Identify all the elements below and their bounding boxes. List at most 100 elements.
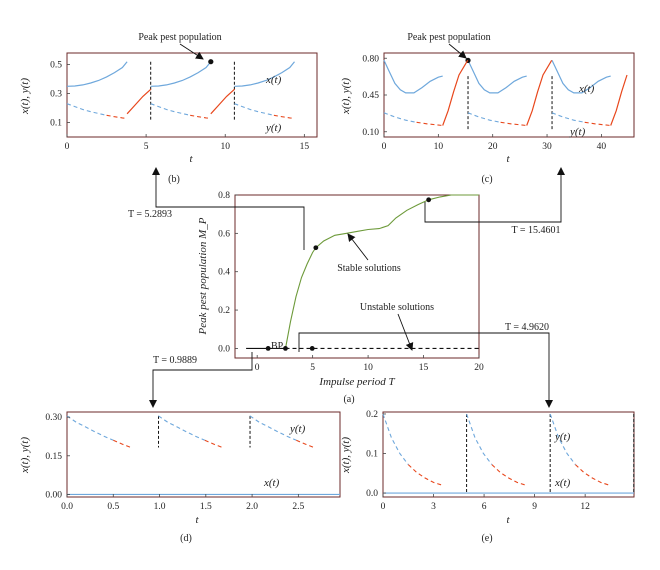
connector-to-c: T = 15.4601 (424, 167, 565, 236)
xtick-label: 9 (532, 502, 537, 512)
series-label-y-d: y(t) (289, 423, 306, 435)
ytick-label: 0.30 (45, 413, 62, 423)
plot-frame-d (66, 411, 341, 498)
label-t-5.2893: T = 5.2893 (128, 209, 172, 220)
xtick-label: 0 (65, 142, 70, 152)
ytick-label: 0.6 (218, 229, 230, 239)
xticks-b: 0 5 10 15 (65, 134, 310, 152)
y-series-red (113, 439, 132, 449)
data-point (426, 197, 432, 203)
ylabel-b: x(t), y(t) (19, 78, 31, 115)
annotation-bp: BP (271, 341, 284, 352)
caption-e: (e) (481, 533, 492, 544)
xtick-label: 1.0 (154, 502, 166, 512)
data-point (283, 346, 288, 351)
yticks-c: 0.10 0.45 0.80 (362, 54, 387, 138)
ytick-label: 0.0 (366, 489, 378, 499)
xtick-label: 10 (363, 363, 373, 373)
x-series-blue (467, 60, 527, 94)
xtick-label: 0 (382, 142, 387, 152)
xtick-label: 0.0 (61, 502, 73, 512)
panel-d: 0.00 0.15 0.30 0.0 0.5 1.0 1.5 2.0 2.5 x(t), y(… (19, 411, 341, 544)
xticks-d: 0.0 0.5 1.0 1.5 2.0 2.5 (61, 494, 305, 512)
xtick-label: 20 (488, 142, 498, 152)
connector-to-e: T = 4.9620 (298, 322, 553, 408)
xtick-label: 0 (255, 363, 260, 373)
y-series-red (407, 464, 443, 486)
plot-frame-e (382, 411, 635, 498)
xtick-label: 10 (434, 142, 444, 152)
xtick-label: 10 (220, 142, 230, 152)
yticks-e: 0.0 0.1 0.2 (366, 410, 386, 499)
series-label-x-e: x(t) (554, 477, 571, 489)
xtick-label: 12 (580, 502, 590, 512)
ytick-label: 0.15 (45, 452, 62, 462)
x-series-red-recovery (610, 74, 628, 126)
ytick-label: 0.0 (218, 344, 230, 354)
xlabel-b: t (189, 153, 193, 165)
ylabel-e: x(t), y(t) (340, 437, 352, 474)
series-label-y-b: y(t) (265, 122, 282, 134)
y-series-blue (249, 415, 297, 441)
y-series-blue (383, 112, 417, 123)
yticks-a: 0.0 0.2 0.4 0.6 0.8 (218, 191, 238, 354)
annotation-unstable: Unstable solutions (360, 302, 434, 313)
panel-e: 0.0 0.1 0.2 0 3 6 9 12 x(t), y(t) t (e) y(t) x… (340, 410, 635, 544)
data-point (309, 346, 315, 351)
y-series-blue (234, 103, 275, 116)
xtick-label: 40 (597, 142, 607, 152)
peak-arrow-c (448, 43, 467, 59)
x-series-blue (66, 61, 128, 87)
series-label-x-c: x(t) (578, 83, 595, 95)
ytick-label: 0.2 (218, 306, 230, 316)
plot-frame-b (66, 52, 318, 138)
series-label-x-d: x(t) (263, 477, 280, 489)
xtick-label: 5 (144, 142, 149, 152)
y-series-red (500, 121, 527, 127)
yticks-d: 0.00 0.15 0.30 (45, 413, 70, 500)
ytick-label: 0.4 (218, 268, 230, 278)
xlabel-a: Impulse period T (318, 376, 395, 388)
ylabel-c: x(t), y(t) (340, 78, 352, 115)
y-series-blue (150, 103, 191, 116)
plot-area-e (382, 413, 635, 494)
peak-point (208, 59, 214, 65)
ylabel-d: x(t), y(t) (19, 437, 31, 474)
panel-b: 0.1 0.3 0.5 0 5 10 15 x(t), y(t) t (b) x(t) y… (19, 32, 318, 185)
ytick-label: 0.1 (366, 450, 378, 460)
xtick-label: 20 (474, 363, 484, 373)
caption-a: (a) (343, 394, 354, 405)
connector-to-d: T = 0.9889 (149, 352, 253, 408)
ytick-label: 0.8 (218, 191, 230, 201)
data-point (313, 245, 319, 251)
xticks-a: 0 5 10 15 20 (255, 355, 484, 373)
x-series-blue (551, 60, 611, 94)
xticks-e: 0 3 6 9 12 (381, 494, 590, 512)
caption-c: (c) (481, 174, 492, 185)
ytick-label: 0.2 (366, 410, 378, 420)
plot-area-b (66, 59, 295, 120)
xtick-label: 2.5 (292, 502, 304, 512)
xtick-label: 2.0 (246, 502, 258, 512)
x-series-red-recovery (526, 59, 553, 126)
yticks-b: 0.1 0.3 0.5 (50, 61, 70, 129)
xtick-label: 5 (310, 363, 315, 373)
y-series-red (106, 114, 128, 120)
peak-label-b: Peak pest population (138, 32, 221, 43)
xtick-label: 30 (542, 142, 552, 152)
y-series-blue (66, 415, 114, 441)
xtick-label: 6 (482, 502, 487, 512)
plot-area-d (66, 415, 340, 496)
caption-b: (b) (168, 174, 180, 185)
arrow-unstable (397, 313, 414, 351)
xticks-c: 0 10 20 30 40 (382, 134, 607, 152)
arrow-stable (347, 233, 369, 261)
ytick-label: 0.10 (362, 128, 379, 138)
y-series-red (190, 114, 211, 120)
panel-a: 0.0 0.2 0.4 0.6 0.8 0 5 10 15 20 Peak pest popul… (197, 191, 484, 405)
label-t-4.9620: T = 4.9620 (505, 322, 549, 333)
xtick-label: 15 (300, 142, 310, 152)
series-label-x-b: x(t) (265, 74, 282, 86)
x-series-blue (150, 61, 212, 87)
